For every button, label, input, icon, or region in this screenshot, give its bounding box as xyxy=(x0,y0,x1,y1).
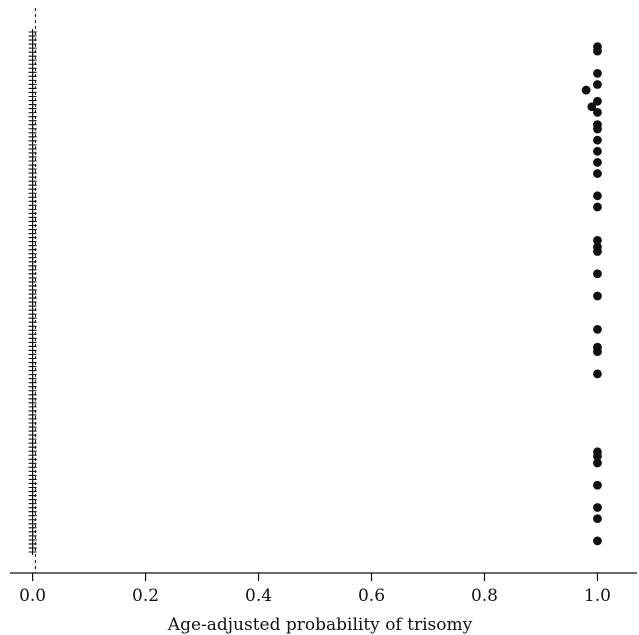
x-axis-ticks: 0.0 0.2 0.4 0.6 0.8 1.0 xyxy=(19,573,611,606)
affected-series xyxy=(581,42,602,546)
dot-point xyxy=(593,342,602,352)
x-tick-label: 0.2 xyxy=(132,586,159,606)
dot-point xyxy=(593,235,602,245)
dot-point xyxy=(593,68,602,78)
dot-point xyxy=(593,458,602,468)
dot-point xyxy=(581,85,591,95)
dot-point xyxy=(593,514,602,524)
dot-point xyxy=(593,202,602,212)
x-tick-label: 0.6 xyxy=(358,586,385,606)
dot-point xyxy=(593,242,602,252)
dot-point xyxy=(593,324,602,334)
dot-point xyxy=(593,96,602,106)
x-tick-label: 0.4 xyxy=(245,586,272,606)
x-tick-label: 0.8 xyxy=(471,586,498,606)
dot-point xyxy=(593,447,602,457)
dot-point xyxy=(593,503,602,512)
x-axis-title: Age-adjusted probability of trisomy xyxy=(167,615,473,635)
dot-point xyxy=(593,42,602,52)
dot-point xyxy=(593,291,602,301)
plus-point xyxy=(28,549,37,555)
dot-point xyxy=(593,169,602,178)
dot-point xyxy=(593,480,602,490)
dot-point xyxy=(593,107,602,117)
dot-point xyxy=(593,135,602,145)
x-tick-label: 1.0 xyxy=(584,586,611,606)
dot-point xyxy=(593,369,602,379)
dot-point xyxy=(593,158,602,167)
unaffected-series xyxy=(28,29,37,555)
dot-point xyxy=(593,120,602,129)
dot-point xyxy=(587,102,597,112)
dot-point xyxy=(593,191,602,201)
dot-point xyxy=(593,80,602,89)
dot-point xyxy=(593,536,602,546)
dot-point xyxy=(593,146,602,156)
x-tick-label: 0.0 xyxy=(19,586,46,606)
dot-point xyxy=(593,269,602,279)
